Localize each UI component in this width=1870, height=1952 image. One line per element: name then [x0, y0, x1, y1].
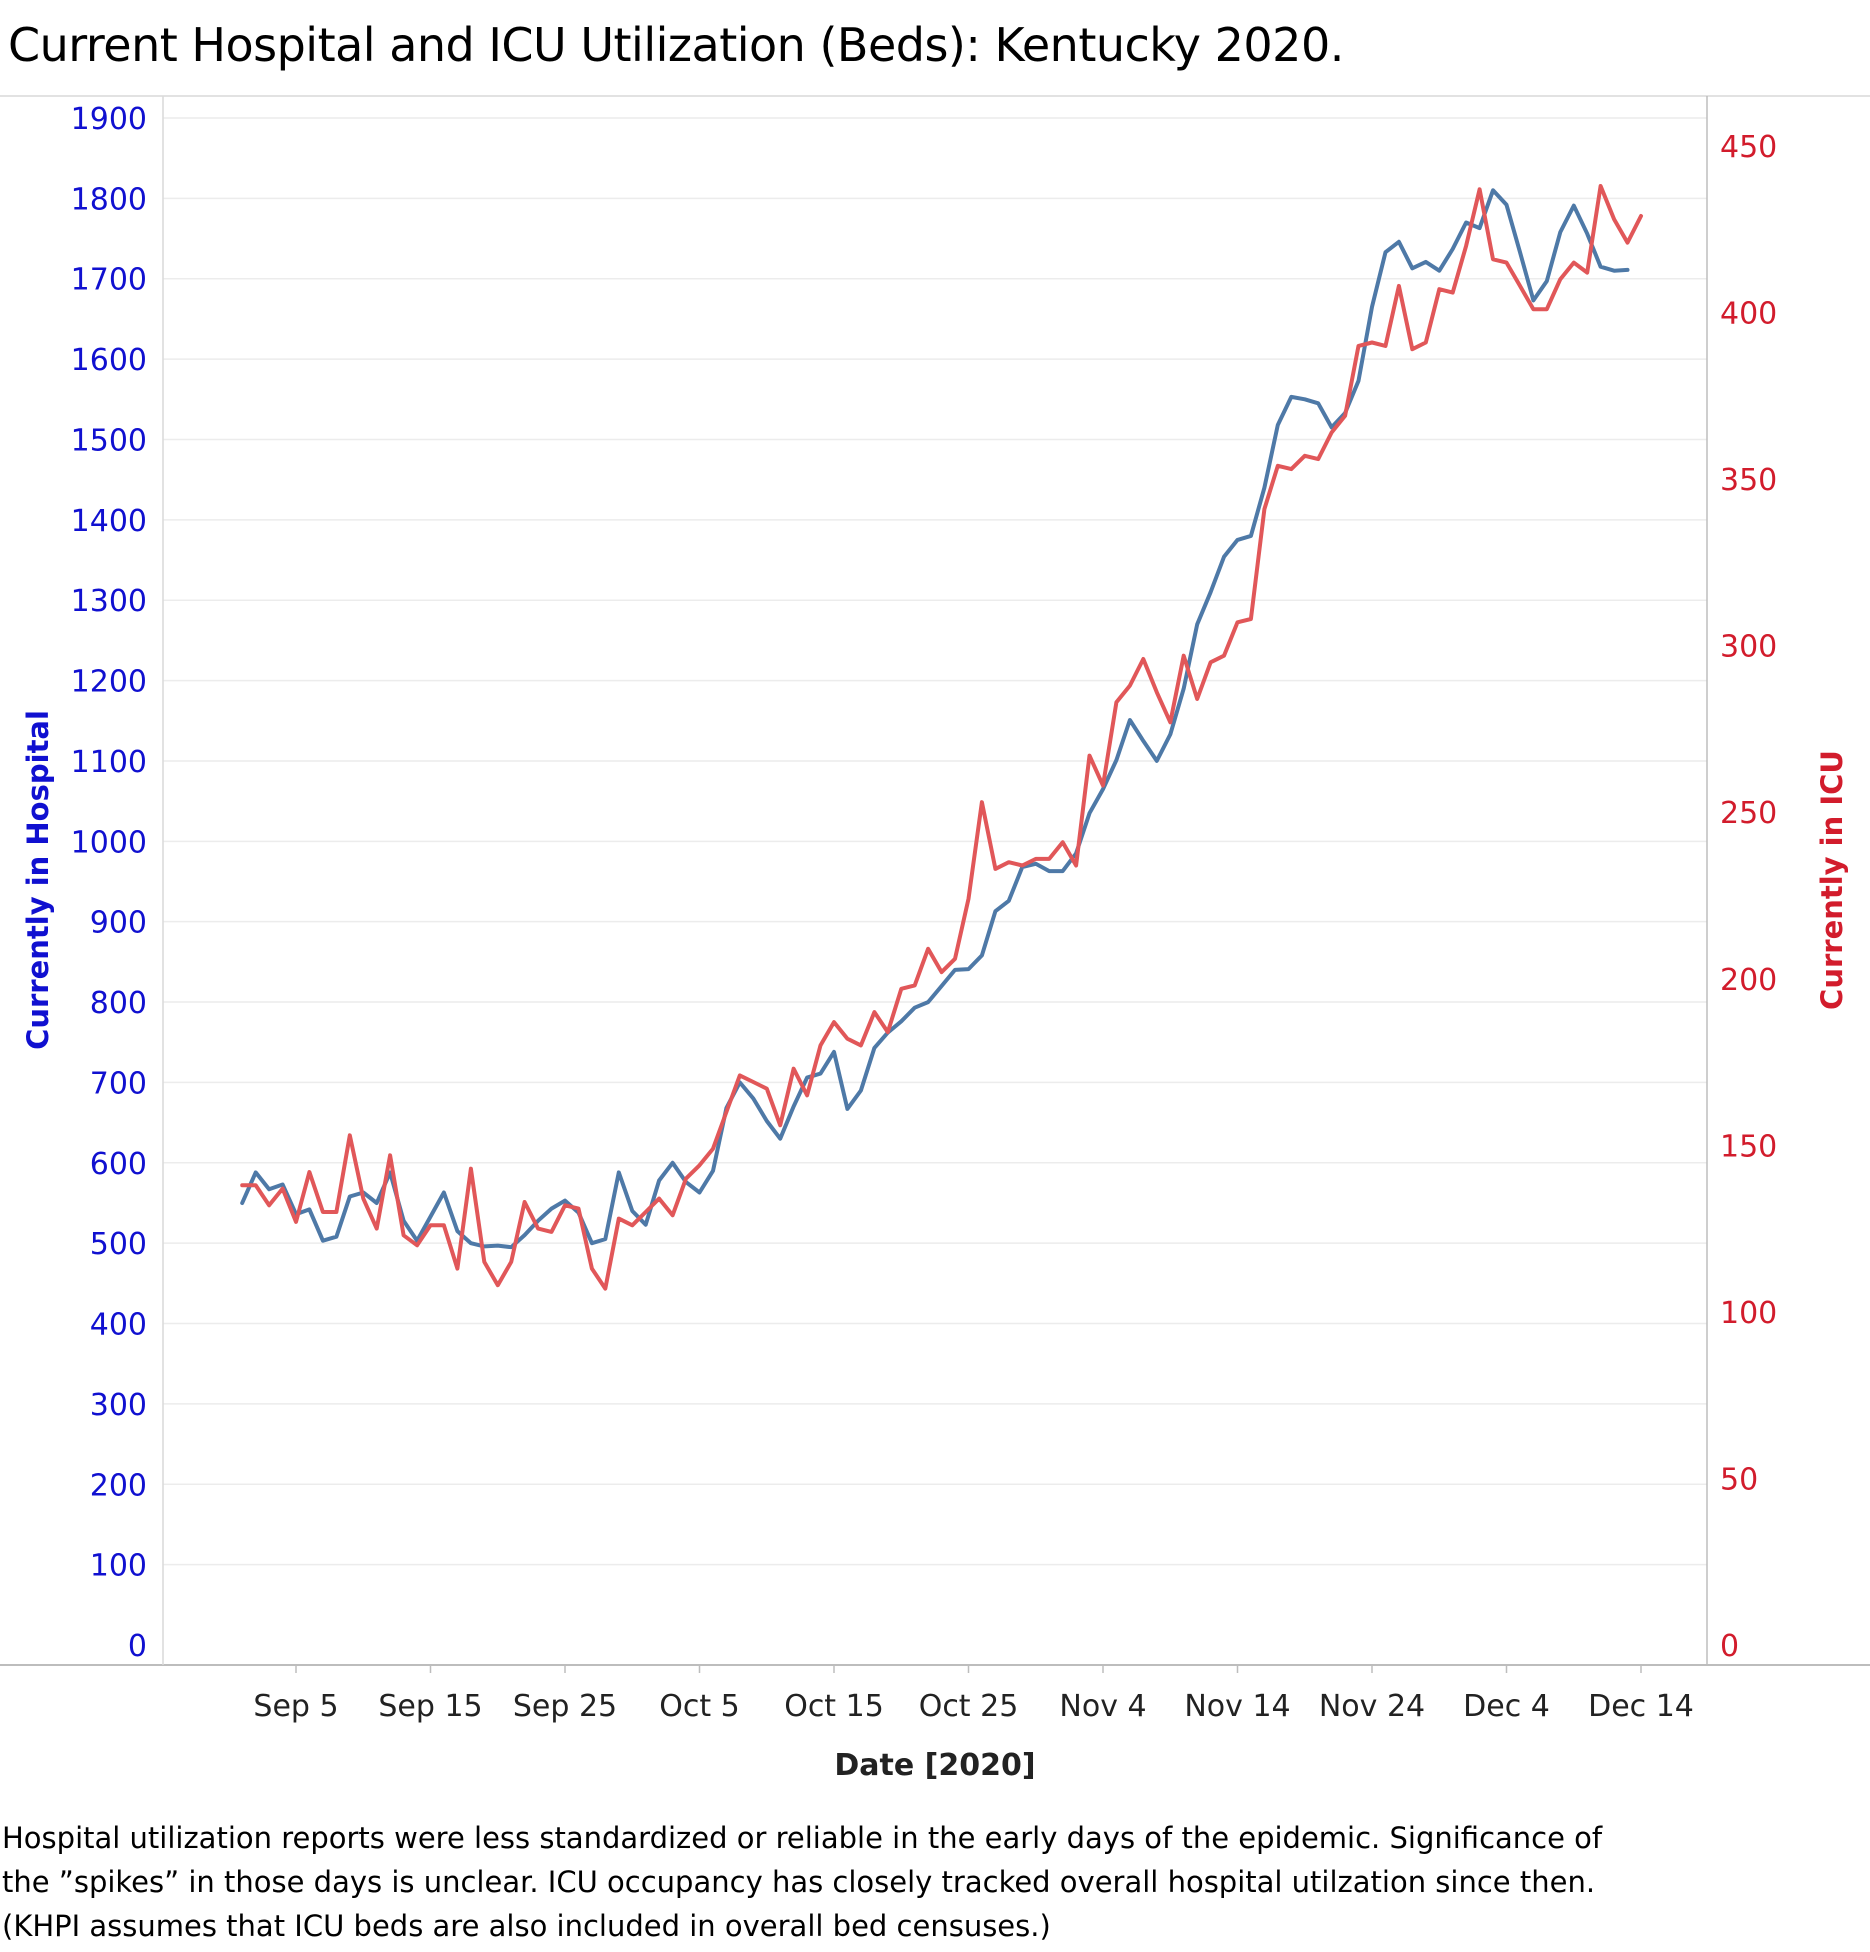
x-axis: Sep 5 Sep 15 Sep 25 Oct 5 Oct 15 Oct 25 Nov 4 N… — [253, 1665, 1694, 1724]
y-left-tick-label: 600 — [90, 1147, 147, 1182]
y-left-tick-label: 200 — [90, 1468, 147, 1503]
icu-series-line — [240, 184, 1643, 1291]
footnote-line: Hospital utilization reports were less s… — [2, 1821, 1603, 1855]
footnote: Hospital utilization reports were less s… — [2, 1816, 1862, 1948]
y-left-tick-label: 1300 — [71, 584, 147, 619]
y-left-tick-label: 500 — [90, 1227, 147, 1262]
chart-title: Current Hospital and ICU Utilization (Be… — [8, 18, 1344, 72]
x-tick-label: Sep 5 — [253, 1689, 338, 1724]
y-left-tick-label: 1700 — [71, 263, 147, 298]
hospital-series-line — [240, 188, 1630, 1250]
series-lines — [240, 184, 1643, 1291]
y-right-tick-label: 200 — [1720, 963, 1777, 998]
y-axis-right: 0 50 100 150 200 250 300 350 400 450 — [1720, 130, 1777, 1664]
y-left-tick-label: 300 — [90, 1388, 147, 1423]
footnote-line: the ”spikes” in those days is unclear. I… — [2, 1865, 1596, 1899]
x-tick-label: Oct 5 — [659, 1689, 740, 1724]
x-tick-label: Oct 15 — [784, 1689, 884, 1724]
y-left-tick-label: 1500 — [71, 423, 147, 458]
chart: 0100200300400500600700800900100011001200… — [0, 95, 1870, 1783]
y-left-tick-label: 1600 — [71, 343, 147, 378]
y-right-tick-label: 50 — [1720, 1462, 1758, 1497]
x-tick-label: Nov 4 — [1059, 1689, 1146, 1724]
y-axis-left-label: Currently in Hospital — [21, 710, 55, 1050]
y-right-tick-label: 400 — [1720, 297, 1777, 332]
y-left-tick-label: 400 — [90, 1308, 147, 1343]
y-right-tick-label: 250 — [1720, 796, 1777, 831]
x-tick-label: Nov 14 — [1184, 1689, 1290, 1724]
y-right-tick-label: 100 — [1720, 1296, 1777, 1331]
x-tick-label: Sep 15 — [378, 1689, 482, 1724]
y-left-tick-label: 100 — [90, 1549, 147, 1584]
gridlines — [163, 117, 1707, 1566]
y-left-tick-label: 700 — [90, 1066, 147, 1101]
y-left-tick-label: 1100 — [71, 745, 147, 780]
x-tick-label: Dec 4 — [1463, 1689, 1550, 1724]
y-axis-right-label: Currently in ICU — [1815, 750, 1849, 1010]
y-right-tick-label: 450 — [1720, 130, 1777, 165]
y-left-tick-label: 1800 — [71, 182, 147, 217]
x-axis-label: Date [2020] — [834, 1748, 1035, 1783]
footnote-line: (KHPI assumes that ICU beds are also inc… — [2, 1909, 1051, 1943]
y-left-tick-label: 1000 — [71, 825, 147, 860]
y-right-tick-label: 350 — [1720, 463, 1777, 498]
x-tick-label: Dec 14 — [1588, 1689, 1694, 1724]
y-left-tick-label: 0 — [128, 1629, 147, 1664]
y-left-tick-label: 1400 — [71, 504, 147, 539]
y-left-tick-label: 900 — [90, 906, 147, 941]
y-right-tick-label: 0 — [1720, 1629, 1739, 1664]
x-tick-label: Nov 24 — [1319, 1689, 1425, 1724]
y-axis-left: 0 100 200 300 400 500 600 700 800 900 1000 1100 1200… — [71, 102, 147, 1664]
y-left-tick-label: 1900 — [71, 102, 147, 137]
y-right-tick-label: 300 — [1720, 630, 1777, 665]
y-left-tick-label: 1200 — [71, 665, 147, 700]
x-tick-label: Sep 25 — [513, 1689, 617, 1724]
y-left-tick-label: 800 — [90, 986, 147, 1021]
plot-frame — [0, 95, 1870, 1666]
x-tick-label: Oct 25 — [919, 1689, 1019, 1724]
y-right-tick-label: 150 — [1720, 1129, 1777, 1164]
